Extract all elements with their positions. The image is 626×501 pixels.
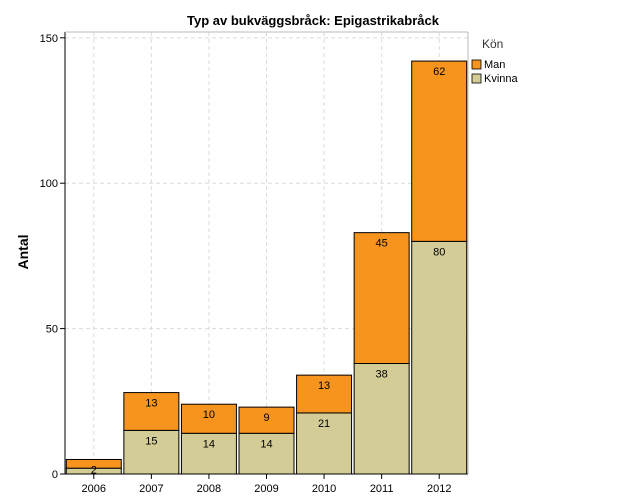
data-label: 14 xyxy=(260,438,272,450)
bar-segment-man-2007 xyxy=(123,392,180,431)
bar-segment-man-2008 xyxy=(180,403,237,434)
data-label: 9 xyxy=(263,412,269,424)
data-label: 15 xyxy=(145,435,157,447)
bar-segment-man-2010 xyxy=(296,374,353,414)
data-label: 13 xyxy=(145,398,157,410)
y-tick-label: 50 xyxy=(46,324,58,336)
bar-segment-kvinna-2012 xyxy=(411,240,468,475)
legend-label-kvinna: Kvinna xyxy=(484,73,519,85)
x-tick-label: 2011 xyxy=(370,483,394,495)
bar-segment-man-2011 xyxy=(353,232,410,364)
x-tick-label: 2010 xyxy=(312,483,336,495)
x-tick-label: 2007 xyxy=(139,483,163,495)
y-tick-label: 100 xyxy=(40,178,58,190)
legend: Kön Man Kvinna xyxy=(471,37,519,85)
y-axis-label: Antal xyxy=(15,235,31,270)
legend-swatch-kvinna xyxy=(471,73,482,84)
legend-label-man: Man xyxy=(484,59,505,71)
data-label: 10 xyxy=(203,409,215,421)
legend-swatch-man xyxy=(471,59,482,70)
axes: 0 50 100 150 2006 2007 2008 2009 2010 2011 2012 xyxy=(40,31,469,495)
bar-segment-man-2009 xyxy=(238,406,295,434)
chart-title: Typ av bukväggsbråck: Epigastrikabråck xyxy=(187,13,440,28)
data-label: 38 xyxy=(376,369,388,381)
data-label: 2 xyxy=(91,464,97,476)
data-label: 45 xyxy=(376,238,388,250)
bars: 2 15 13 14 10 14 9 21 13 38 45 80 62 xyxy=(65,60,468,476)
bar-segment-kvinna-2011 xyxy=(353,363,410,475)
data-label: 13 xyxy=(318,380,330,392)
legend-title: Kön xyxy=(482,37,503,51)
bar-segment-man-2006 xyxy=(65,458,122,469)
data-label: 80 xyxy=(433,246,445,258)
x-tick-label: 2006 xyxy=(82,483,106,495)
data-label: 21 xyxy=(318,418,330,430)
x-tick-label: 2008 xyxy=(197,483,221,495)
y-tick-label: 150 xyxy=(40,33,58,45)
x-tick-label: 2009 xyxy=(254,483,278,495)
data-label: 62 xyxy=(433,66,445,78)
x-tick-label: 2012 xyxy=(427,483,451,495)
data-label: 14 xyxy=(203,438,215,450)
y-tick-label: 0 xyxy=(52,469,58,481)
bar-segment-man-2012 xyxy=(411,60,468,242)
